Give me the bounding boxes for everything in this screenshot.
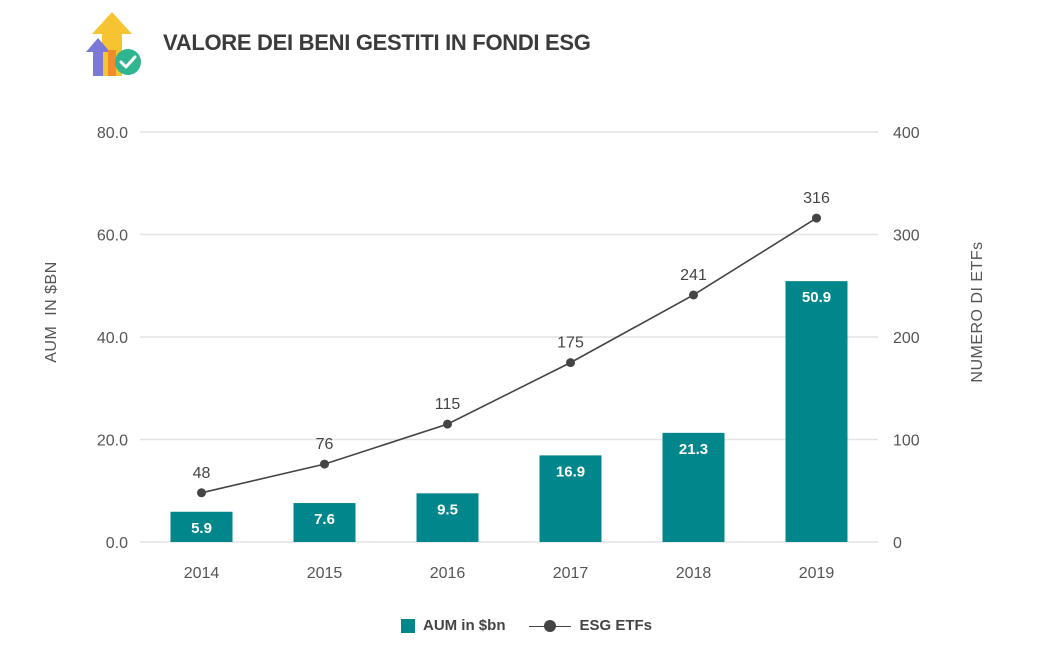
etf-point (320, 459, 329, 469)
y2-tick-label: 400 (893, 125, 920, 142)
bar (416, 493, 479, 542)
etf-value-label: 316 (803, 190, 830, 207)
etf-point (566, 358, 575, 368)
bar (662, 432, 725, 542)
etf-value-label: 241 (680, 267, 707, 284)
etf-point (812, 213, 821, 223)
x-tick-label: 2019 (799, 565, 835, 582)
x-tick-label: 2016 (430, 565, 466, 582)
x-tick-label: 2017 (553, 565, 589, 582)
bar-value-label: 5.9 (191, 520, 212, 537)
bar-value-label: 50.9 (802, 289, 831, 306)
etf-line (201, 217, 817, 494)
bar (539, 455, 602, 542)
legend-item-etfs: ESG ETFs (529, 617, 652, 634)
etf-value-label: 175 (557, 335, 584, 352)
y2-tick-label: 0 (893, 535, 902, 552)
growth-arrows-check-icon (86, 12, 141, 76)
chart-title: VALORE DEI BENI GESTITI IN FONDI ESG (163, 30, 591, 55)
y-tick-label: 0.0 (106, 535, 128, 552)
bar (785, 281, 848, 542)
bar-value-label: 9.5 (437, 501, 458, 518)
y-tick-label: 20.0 (97, 433, 128, 450)
combo-chart: 0.0 20.0 40.0 60.0 80.0 0 100 200 300 400 AUM IN $… (43, 125, 986, 582)
bar (293, 503, 356, 542)
legend: AUM in $bn ESG ETFs (0, 617, 1053, 634)
y2-tick-label: 100 (893, 433, 920, 450)
legend-etfs-label: ESG ETFs (579, 617, 653, 634)
etf-value-label: 76 (316, 436, 334, 453)
bar-value-label: 7.6 (314, 511, 335, 528)
legend-bar-swatch (400, 618, 415, 633)
bar-value-label: 21.3 (679, 441, 708, 458)
y-tick-label: 80.0 (97, 125, 128, 142)
y-tick-label: 60.0 (97, 228, 128, 245)
etf-value-label: 48 (193, 465, 211, 482)
etf-point (197, 488, 206, 498)
legend-item-aum: AUM in $bn (400, 617, 506, 634)
bar-value-label: 16.9 (556, 463, 585, 480)
y2-tick-label: 200 (893, 330, 920, 347)
y-tick-label: 40.0 (97, 330, 128, 347)
etf-point (689, 290, 698, 300)
x-tick-label: 2018 (676, 565, 712, 582)
y-axis-label: AUM IN $BN (43, 261, 60, 363)
x-tick-label: 2015 (307, 565, 343, 582)
etf-point (443, 419, 452, 429)
y2-axis-label: NUMERO DI ETFs (969, 241, 986, 382)
etf-value-label: 115 (435, 396, 461, 413)
legend-line-swatch (529, 619, 572, 633)
y2-tick-label: 300 (893, 228, 920, 245)
bar (170, 511, 233, 542)
x-tick-label: 2014 (184, 565, 220, 582)
legend-aum-label: AUM in $bn (422, 617, 506, 634)
